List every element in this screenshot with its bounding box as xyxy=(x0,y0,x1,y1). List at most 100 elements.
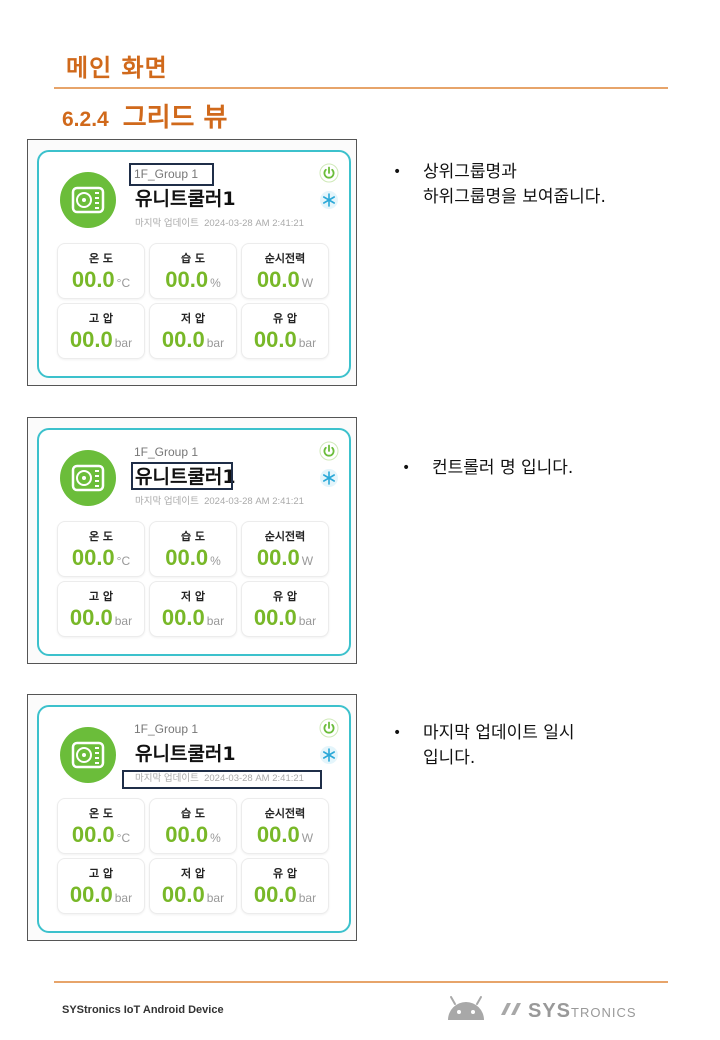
metric-label: 고 압 xyxy=(88,867,114,880)
unit-card[interactable]: 1F_Group 1 유니트쿨러1 마지막 업데이트 2024-03-28 AM… xyxy=(37,428,351,656)
metric-value: 00.0 xyxy=(256,267,300,292)
metric-unit: bar xyxy=(114,891,133,905)
metric-high-pressure: 고 압 00.0 bar xyxy=(57,581,145,637)
note-line: 컨트롤러 명 입니다. xyxy=(432,458,574,478)
group-name: 1F_Group 1 xyxy=(134,445,199,459)
metric-oil-pressure: 유 압 00.0 bar xyxy=(241,303,329,359)
metric-label: 순시전력 xyxy=(264,530,306,543)
metric-value: 00.0 xyxy=(253,327,297,352)
metric-humidity: 습 도 00.0% xyxy=(149,521,237,577)
metric-unit: bar xyxy=(114,614,133,628)
metric-value: 00.0 xyxy=(256,545,300,570)
metric-temperature: 온 도 00.0 °C xyxy=(57,243,145,299)
metric-value: 00.0 xyxy=(161,605,205,630)
metric-power: 순시전력 00.0 W xyxy=(241,798,329,854)
metric-value: 00.0 xyxy=(69,605,113,630)
android-icon xyxy=(448,996,484,1020)
metric-value: 00.0 xyxy=(161,327,205,352)
title-divider xyxy=(54,87,668,89)
metric-unit: °C xyxy=(116,831,131,845)
metric-label: 습 도 xyxy=(180,252,206,265)
metric-value: 00.0 xyxy=(165,822,209,847)
metric-unit: % xyxy=(210,831,221,845)
metric-label: 온 도 xyxy=(88,807,114,820)
metric-value: 00.0 xyxy=(161,882,205,907)
metric-label: 습 도 xyxy=(180,807,206,820)
fan-icon xyxy=(60,450,116,506)
metric-unit: W xyxy=(301,831,314,845)
last-update-time: 2024-03-28 AM 2:41:21 xyxy=(204,218,304,229)
metric-label: 온 도 xyxy=(88,252,114,265)
metric-power: 순시전력 00.0 W xyxy=(241,243,329,299)
metric-low-pressure: 저 압 00.0 bar xyxy=(149,303,237,359)
metric-unit: °C xyxy=(116,554,131,568)
metric-label: 저 압 xyxy=(180,312,206,325)
footer-text: SYStronics IoT Android Device xyxy=(62,1004,224,1016)
metric-value: 00.0 xyxy=(165,267,209,292)
cooling-mode-icon[interactable] xyxy=(319,745,339,765)
metric-value: 00.0 xyxy=(165,545,209,570)
section-number: 6.2.4 xyxy=(62,108,109,131)
unit-card[interactable]: 1F_Group 1 유니트쿨러1 마지막 업데이트 2024-03-28 AM… xyxy=(37,705,351,933)
metric-label: 저 압 xyxy=(180,867,206,880)
metric-unit: W xyxy=(301,554,314,568)
metric-label: 순시전력 xyxy=(264,252,306,265)
metric-label: 순시전력 xyxy=(264,807,306,820)
power-icon[interactable] xyxy=(319,441,339,461)
highlight-unit-name xyxy=(131,462,233,490)
highlight-group-name xyxy=(129,163,214,186)
metric-label: 유 압 xyxy=(272,312,298,325)
page-title: 메인 화면 xyxy=(66,54,168,82)
metric-label: 유 압 xyxy=(272,867,298,880)
metric-label: 온 도 xyxy=(88,530,114,543)
last-update: 마지막 업데이트 2024-03-28 AM 2:41:21 xyxy=(135,215,304,229)
last-update-time: 2024-03-28 AM 2:41:21 xyxy=(204,496,304,507)
metric-humidity: 습 도 00.0% xyxy=(149,798,237,854)
footer-divider xyxy=(54,981,668,983)
cooling-mode-icon[interactable] xyxy=(319,468,339,488)
metric-low-pressure: 저 압 00.0 bar xyxy=(149,581,237,637)
fan-icon xyxy=(60,727,116,783)
last-update: 마지막 업데이트 2024-03-28 AM 2:41:21 xyxy=(135,770,304,784)
unit-name: 유니트쿨러1 xyxy=(135,188,236,210)
last-update-label: 마지막 업데이트 xyxy=(135,218,199,229)
systronics-logo-icon xyxy=(501,1003,521,1015)
metric-label: 고 압 xyxy=(88,312,114,325)
metric-temperature: 온 도 00.0 °C xyxy=(57,521,145,577)
highlight-last-update xyxy=(122,770,322,789)
metric-unit: °C xyxy=(116,276,131,290)
unit-name: 유니트쿨러1 xyxy=(135,466,236,488)
metrics-grid: 온 도 00.0 °C 습 도 00.0% 순시전력 00.0 W 고 압 00.0 bar … xyxy=(57,521,333,638)
note-line: 하위그룹명을 보여줍니다. xyxy=(423,187,606,207)
metric-unit: bar xyxy=(114,336,133,350)
metrics-grid: 온 도 00.0 °C 습 도 00.0% 순시전력 00.0 W 고 압 00.0 bar … xyxy=(57,798,333,915)
last-update-label: 마지막 업데이트 xyxy=(135,773,199,784)
metric-oil-pressure: 유 압 00.0 bar xyxy=(241,858,329,914)
last-update-label: 마지막 업데이트 xyxy=(135,496,199,507)
unit-card[interactable]: 1F_Group 1 유니트쿨러1 마지막 업데이트 2024-03-28 AM… xyxy=(37,150,351,378)
last-update: 마지막 업데이트 2024-03-28 AM 2:41:21 xyxy=(135,493,304,507)
metric-value: 00.0 xyxy=(253,882,297,907)
metric-high-pressure: 고 압 00.0 bar xyxy=(57,303,145,359)
note-line: 상위그룹명과 xyxy=(423,162,517,182)
metric-value: 00.0 xyxy=(253,605,297,630)
grid-card-screenshot-3: 1F_Group 1 유니트쿨러1 마지막 업데이트 2024-03-28 AM… xyxy=(27,694,357,941)
cooling-mode-icon[interactable] xyxy=(319,190,339,210)
metric-unit: % xyxy=(210,554,221,568)
note-line: 입니다. xyxy=(423,748,476,768)
metric-unit: bar xyxy=(206,336,225,350)
section-title: 그리드 뷰 xyxy=(122,103,228,133)
metric-unit: W xyxy=(301,276,314,290)
section-heading: 6.2.4 그리드 뷰 xyxy=(62,97,227,134)
metric-label: 습 도 xyxy=(180,530,206,543)
metric-oil-pressure: 유 압 00.0 bar xyxy=(241,581,329,637)
power-icon[interactable] xyxy=(319,163,339,183)
note-line: 마지막 업데이트 일시 xyxy=(423,723,575,743)
last-update-time: 2024-03-28 AM 2:41:21 xyxy=(204,773,304,784)
metric-label: 저 압 xyxy=(180,590,206,603)
grid-card-screenshot-1: 1F_Group 1 유니트쿨러1 마지막 업데이트 2024-03-28 AM… xyxy=(27,139,357,386)
power-icon[interactable] xyxy=(319,718,339,738)
metric-value: 00.0 xyxy=(71,545,115,570)
unit-name: 유니트쿨러1 xyxy=(135,743,236,765)
metric-unit: bar xyxy=(206,614,225,628)
